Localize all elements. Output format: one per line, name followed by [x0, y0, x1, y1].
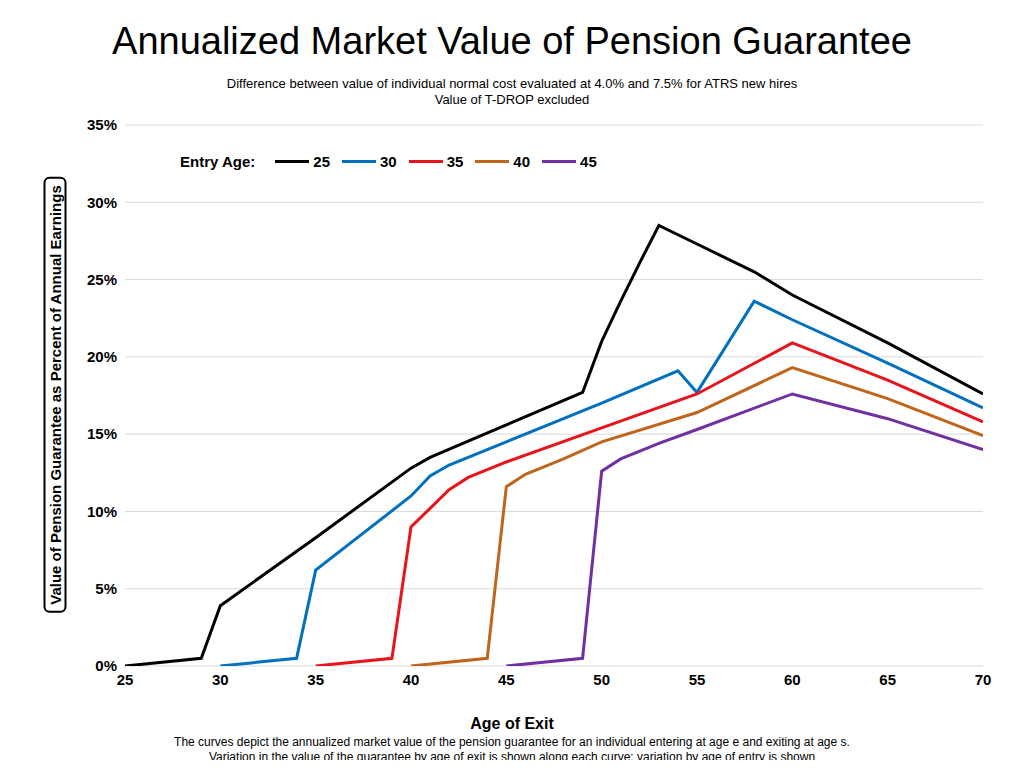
svg-text:20%: 20%: [87, 348, 117, 365]
svg-text:15%: 15%: [87, 425, 117, 442]
html-text:Annualized Market Value of Pen: Annualized Market Value of Pension Guara…: [112, 20, 912, 62]
html-text:30: 30: [380, 153, 397, 170]
html-text:Value of T-DROP excluded: Value of T-DROP excluded: [434, 92, 590, 107]
html-text:Entry Age:: Entry Age:: [180, 153, 256, 170]
html-text:The curves depict the annualiz: The curves depict the annualized market …: [174, 735, 850, 749]
svg-text:55: 55: [689, 671, 706, 688]
html-text:Difference between value of in: Difference between value of individual n…: [226, 76, 798, 91]
svg-text:65: 65: [879, 671, 896, 688]
svg-text:0%: 0%: [95, 657, 117, 674]
html-text:35: 35: [446, 153, 464, 170]
svg-text:30: 30: [212, 671, 229, 688]
svg-text:25: 25: [117, 671, 134, 688]
svg-text:40: 40: [403, 671, 420, 688]
svg-text:70: 70: [975, 671, 992, 688]
html-text:Value of Pension Guarantee as: Value of Pension Guarantee as Percent of…: [46, 185, 64, 605]
svg-text:45: 45: [498, 671, 515, 688]
svg-text:25%: 25%: [87, 271, 117, 288]
svg-text:10%: 10%: [87, 503, 117, 520]
svg-text:30%: 30%: [87, 194, 117, 211]
html-text:Age of Exit: Age of Exit: [470, 715, 554, 732]
svg-text:35%: 35%: [87, 118, 117, 133]
html-text:45: 45: [580, 153, 597, 170]
html-text:25: 25: [313, 153, 330, 170]
svg-text:60: 60: [784, 671, 801, 688]
svg-text:35: 35: [307, 671, 324, 688]
html-text:40: 40: [513, 153, 530, 170]
svg-text:50: 50: [593, 671, 610, 688]
svg-text:5%: 5%: [95, 580, 117, 597]
